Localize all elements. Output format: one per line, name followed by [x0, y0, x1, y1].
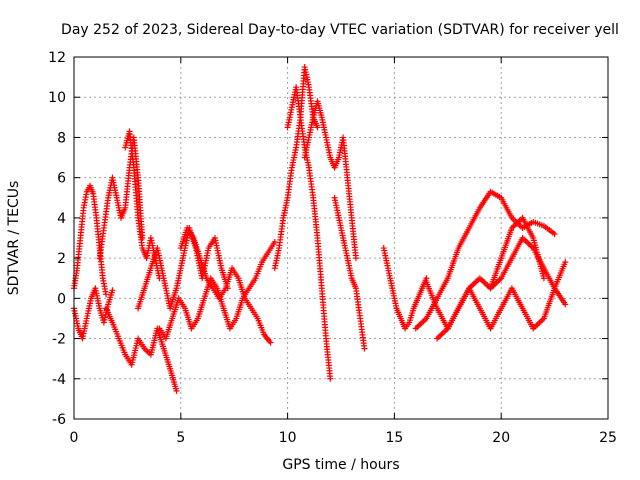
- y-tick-label: 4: [57, 211, 66, 227]
- data-point: [103, 291, 110, 298]
- data-point: [551, 230, 558, 237]
- axis-ticks: [73, 56, 609, 420]
- chart-title: Day 252 of 2023, Sidereal Day-to-day VTE…: [61, 22, 619, 38]
- y-tick-label: 0: [57, 291, 66, 307]
- data-point: [314, 124, 321, 131]
- y-tick-label: 12: [48, 50, 66, 66]
- data-point: [109, 287, 116, 294]
- y-tick-label: -2: [52, 332, 66, 348]
- y-tick-label: -6: [52, 412, 66, 428]
- data-point: [361, 345, 368, 352]
- x-tick-label: 25: [599, 430, 617, 446]
- y-tick-label: -4: [52, 372, 66, 388]
- y-tick-label: 8: [57, 130, 66, 146]
- y-tick-labels: -6 -4 -2 0 2 4 6 8 10 12: [48, 50, 66, 428]
- y-tick-label: 10: [48, 90, 66, 106]
- x-tick-label: 10: [279, 430, 297, 446]
- data-point: [562, 301, 569, 308]
- x-axis-title: GPS time / hours: [282, 457, 399, 473]
- x-tick-labels: 0 5 10 15 20 25: [70, 430, 617, 446]
- data-point: [271, 239, 278, 246]
- data-point: [327, 375, 334, 382]
- y-tick-label: 2: [57, 251, 66, 267]
- data-points: [71, 64, 569, 394]
- x-tick-label: 20: [492, 430, 510, 446]
- data-point: [267, 339, 274, 346]
- y-axis-title: SDTVAR / TECUs: [6, 181, 22, 296]
- x-tick-label: 15: [385, 430, 403, 446]
- x-tick-label: 0: [70, 430, 79, 446]
- data-point: [173, 387, 180, 394]
- y-tick-label: 6: [57, 171, 66, 187]
- data-point: [352, 255, 359, 262]
- x-tick-label: 5: [176, 430, 185, 446]
- grid: [74, 57, 608, 419]
- data-point: [562, 259, 569, 266]
- plot-frame: [73, 56, 609, 420]
- data-point: [540, 275, 547, 282]
